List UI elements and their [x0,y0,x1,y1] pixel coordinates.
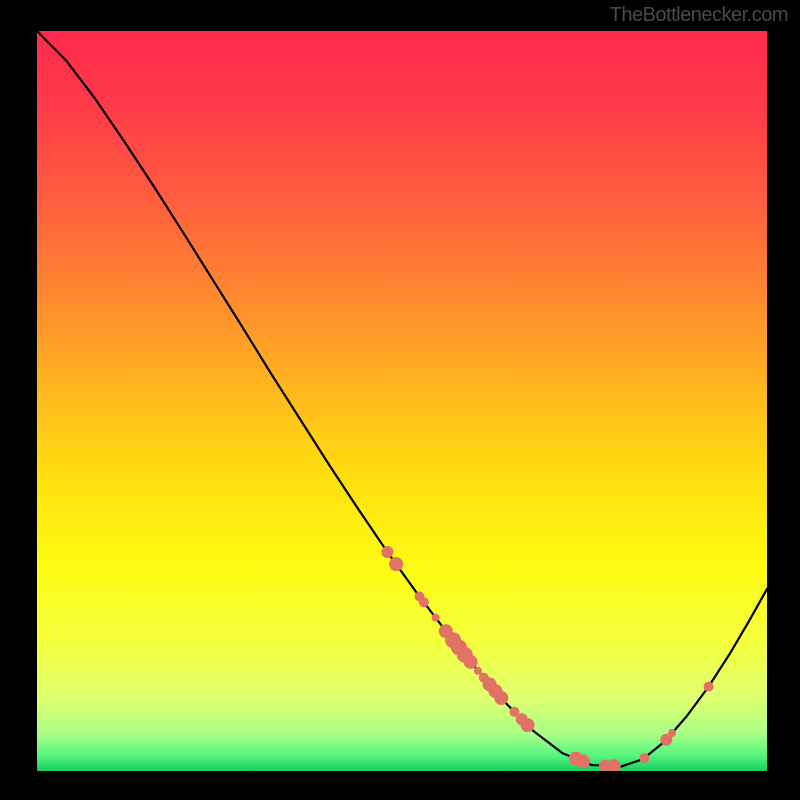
data-marker [521,718,535,732]
data-marker [432,614,440,622]
data-marker [494,691,508,705]
data-marker [474,667,482,675]
data-marker [576,755,590,769]
data-marker [381,546,393,558]
data-marker [464,655,478,669]
data-marker [639,753,649,763]
chart-background [37,31,767,771]
chart-container [37,31,767,771]
data-marker [668,729,676,737]
chart-svg [37,31,767,771]
data-marker [389,557,403,571]
data-marker [419,597,429,607]
data-marker [704,682,714,692]
attribution-text: TheBottlenecker.com [610,4,788,27]
